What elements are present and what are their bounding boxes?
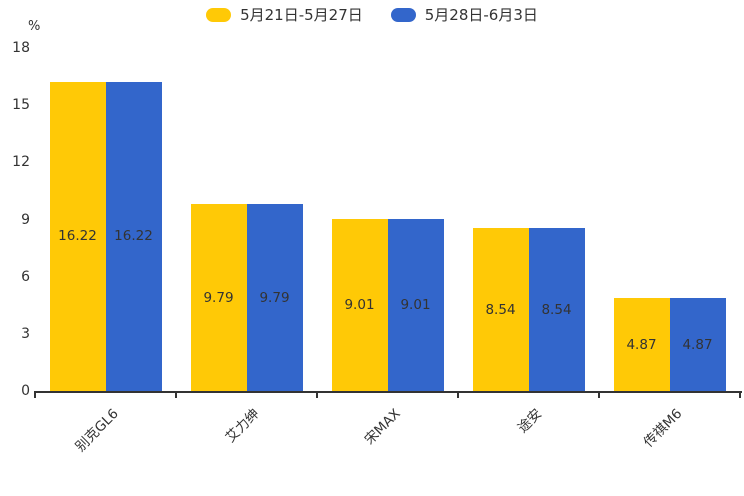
- bar: 4.87: [669, 298, 726, 391]
- legend-item-series-0[interactable]: 5月21日-5月27日: [206, 6, 363, 24]
- bar: 4.87: [613, 298, 670, 391]
- x-axis-tick: [34, 391, 36, 398]
- x-category-label: 途安: [514, 405, 545, 437]
- legend-swatch-icon: [206, 8, 232, 22]
- bar: 9.01: [387, 219, 444, 391]
- bar: 9.79: [246, 204, 303, 391]
- x-axis-tick: [175, 391, 177, 398]
- bar: 9.79: [190, 204, 247, 391]
- x-axis-line: [35, 391, 742, 393]
- bar: 9.01: [331, 219, 388, 391]
- bar: 16.22: [105, 81, 162, 391]
- x-category-label: 宋MAX: [361, 405, 404, 449]
- legend-swatch-icon: [390, 8, 416, 22]
- bar-value-label: 8.54: [485, 301, 516, 318]
- bar-value-label: 4.87: [682, 336, 713, 353]
- chart-legend: 5月21日-5月27日 5月28日-6月3日: [0, 6, 744, 24]
- bar-value-label: 4.87: [626, 336, 657, 353]
- legend-item-series-1[interactable]: 5月28日-6月3日: [390, 6, 538, 24]
- y-tick-label: 18: [12, 40, 30, 56]
- x-axis-tick: [316, 391, 318, 398]
- bar: 8.54: [472, 228, 529, 391]
- bar-value-label: 9.01: [400, 297, 431, 314]
- legend-label: 5月21日-5月27日: [240, 6, 363, 24]
- bar-value-label: 9.79: [259, 289, 290, 306]
- legend-label: 5月28日-6月3日: [424, 6, 538, 24]
- bar-value-label: 16.22: [114, 228, 153, 245]
- y-axis-unit-label: %: [28, 19, 41, 34]
- x-category-label: 别克GL6: [72, 405, 122, 456]
- x-axis-tick: [457, 391, 459, 398]
- y-tick-label: 0: [21, 383, 30, 399]
- bar-value-label: 8.54: [541, 301, 572, 318]
- y-tick-label: 6: [21, 268, 30, 285]
- x-axis-tick: [598, 391, 600, 398]
- bar-value-label: 16.22: [58, 228, 97, 245]
- y-tick-label: 15: [12, 97, 30, 114]
- x-category-label: 传祺M6: [640, 405, 686, 451]
- bar: 16.22: [49, 81, 106, 391]
- y-tick-label: 12: [12, 154, 30, 171]
- bar-value-label: 9.01: [344, 297, 375, 314]
- y-tick-label: 3: [21, 325, 30, 342]
- bar: 8.54: [528, 228, 585, 391]
- x-category-label: 艾力绅: [222, 405, 263, 446]
- x-axis-tick: [739, 391, 741, 398]
- y-tick-label: 9: [21, 211, 30, 228]
- bar-value-label: 9.79: [203, 289, 234, 306]
